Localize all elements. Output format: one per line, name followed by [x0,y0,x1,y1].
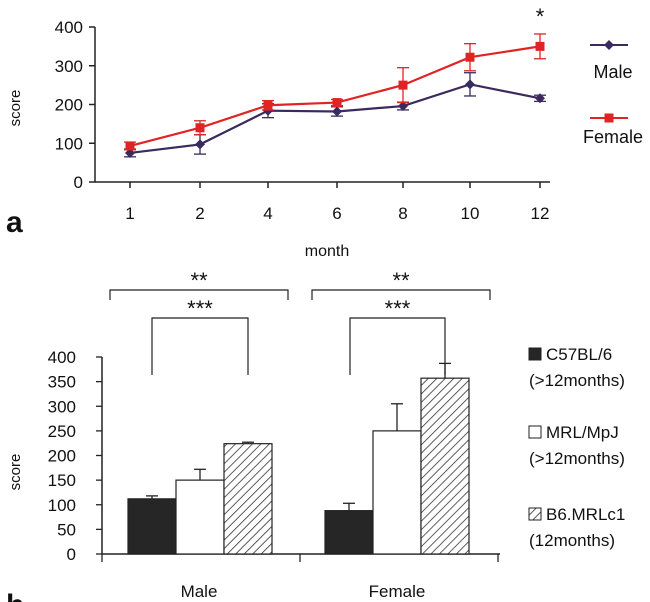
legend-label-female: Female [583,127,643,147]
panel-b-significance-bracket [109,289,289,300]
panel-a-point-female [465,52,475,62]
panel-a-series-line-female [129,45,541,148]
legend-label-detail: (12months) [529,531,615,550]
panel-a-point-male [332,106,342,117]
panel-b-label: b [6,589,24,602]
panel-a-y-tick-label: 100 [55,134,83,153]
panel-b-y-tick-label: 0 [67,545,76,564]
panel-a-y-tick-label: 200 [55,96,83,115]
panel-a-point-female [332,98,342,108]
panel-b-significance-bracket [311,289,491,300]
panel-b-y-tick-label: 50 [57,520,76,539]
panel-b-y-tick-label: 350 [48,373,76,392]
panel-a-y-tick-label: 300 [55,57,83,76]
panel-a-point-male [465,79,475,90]
panel-a-x-tick-label: 6 [332,204,341,223]
legend-label-detail: (>12months) [529,449,625,468]
panel-b-y-tick-label: 150 [48,471,76,490]
panel-a-point-female [195,123,205,133]
panel-a-significance-star: * [536,4,545,29]
panel-b-y-axis-label: score [7,454,24,491]
panel-a-x-tick-label: 12 [531,204,550,223]
panel-b-y-tick-label: 250 [48,422,76,441]
panel-b-y-tick-label: 400 [48,348,76,367]
panel-a-point-female [263,100,273,110]
panel-b-bar-b6-mrlc1 [420,377,470,555]
panel-b-bar-c57bl-6 [127,498,177,555]
panel-a-y-axis-label: score [7,90,24,127]
panel-a-point-female [125,141,135,151]
panel-b-significance-stars: *** [187,296,213,321]
legend-swatch-c57bl-6 [528,347,542,361]
panel-a-x-tick-label: 1 [125,204,134,223]
panel-b-significance-bracket [151,317,249,375]
panel-b-bar-chart: b score 0 50 100 150 200 250 300 350 400 Male Fema… [6,268,625,602]
panel-a-x-tick-label: 8 [398,204,407,223]
panel-b-bar-mrl-mpj [372,430,422,555]
legend-label: C57BL/6 [546,345,612,364]
panel-a-point-female [535,41,545,51]
legend-label: MRL/MpJ [546,423,619,442]
panel-a-point-male [195,139,205,150]
panel-b-y-tick-label: 200 [48,447,76,466]
panel-a-series-line-male [129,83,541,155]
panel-b-significance-stars: ** [190,268,208,293]
legend-label-detail: (>12months) [529,371,625,390]
legend-label: B6.MRLc1 [546,505,625,524]
legend-swatch-b6-mrlc1 [528,507,542,521]
panel-a-x-tick-label: 2 [195,204,204,223]
panel-a-x-tick-label: 4 [263,204,272,223]
panel-a-y-tick-label: 400 [55,18,83,37]
panel-b-bar-mrl-mpj [175,479,225,555]
panel-b-significance-stars: *** [385,296,411,321]
panel-a-label: a [6,206,23,239]
panel-b-y-tick-label: 100 [48,496,76,515]
legend-marker-female [604,113,614,123]
legend-swatch-mrl-mpj [528,425,542,439]
panel-a-point-male [398,101,408,112]
panel-b-bar-b6-mrlc1 [223,443,273,555]
panel-b-significance-bracket [349,317,446,375]
panel-b-x-tick-label: Female [369,582,426,601]
panel-a-y-tick-label: 0 [74,173,83,192]
panel-a-x-tick-label: 10 [461,204,480,223]
panel-a-point-male [535,93,545,104]
panel-b-y-tick-label: 300 [48,397,76,416]
panel-b-significance-stars: ** [392,268,410,293]
legend-label-male: Male [593,62,632,82]
legend-marker-male [604,40,614,50]
panel-a-point-female [398,80,408,90]
panel-b-bar-c57bl-6 [324,510,374,555]
panel-b-x-tick-label: Male [181,582,218,601]
panel-a-x-axis-label: month [305,243,349,260]
